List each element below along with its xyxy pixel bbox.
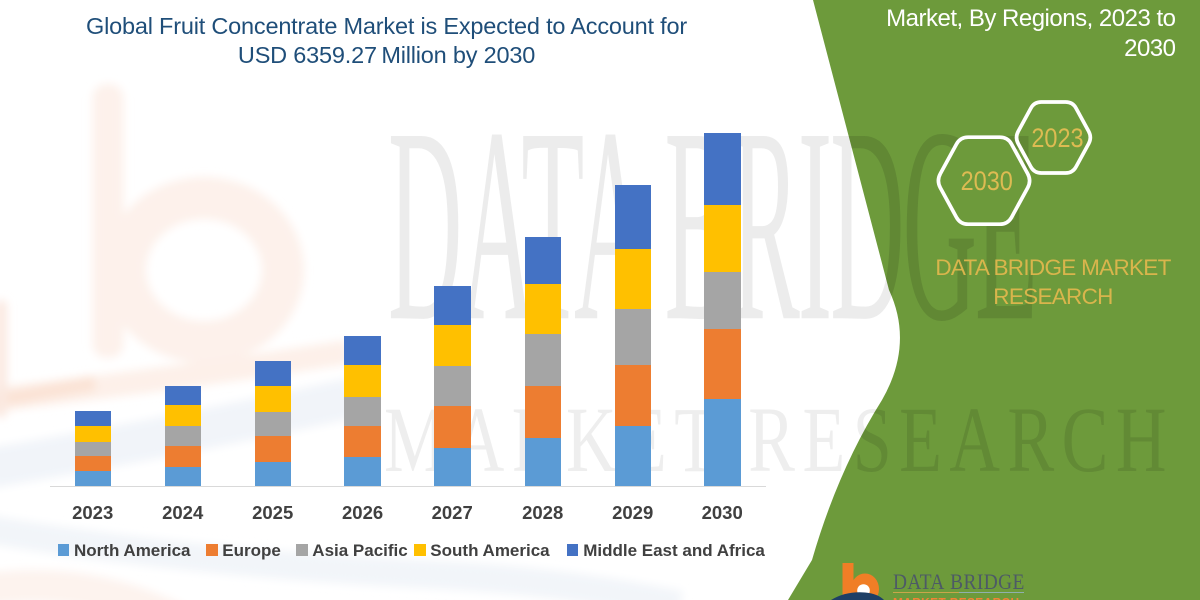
svg-text:2023: 2023: [1031, 123, 1083, 153]
svg-text:2030: 2030: [961, 166, 1013, 196]
